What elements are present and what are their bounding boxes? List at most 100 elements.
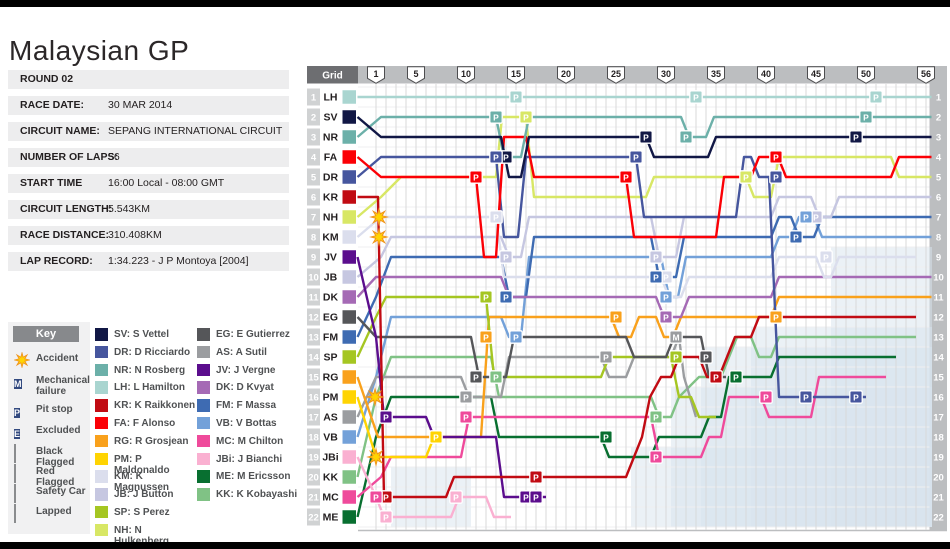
driver-legend-label: AS: A Sutil [216,346,267,358]
svg-text:P: P [733,372,739,382]
drivers-legend-col1: SV: S Vettel DR: D Ricciardo NR: N Rosberg… [95,326,199,547]
driver-legend-label: LH: L Hamilton [114,382,185,394]
svg-text:M: M [672,332,679,342]
key-item-label: Red Flagged [36,466,75,488]
p-marker-FM [789,230,803,244]
svg-text:13: 13 [933,333,944,344]
p-marker-MC [369,490,383,504]
accident-marker-JBi [366,447,386,467]
key-item-label: Accident [36,353,79,364]
svg-text:35: 35 [711,69,721,79]
p-box: P [14,408,21,418]
svg-text:22: 22 [933,513,944,524]
svg-text:P: P [503,292,509,302]
p-marker-VB [659,290,673,304]
p-marker-FM [499,290,513,304]
svg-text:P: P [713,372,719,382]
p-marker-KK [649,410,663,424]
p-marker-SV [639,130,653,144]
driver-legend-label: NH: N Hulkenberg [114,524,169,547]
line-ME [356,355,896,518]
p-marker-SP [479,290,493,304]
p-marker-LH [689,90,703,104]
p-marker-PM [429,430,443,444]
svg-text:JB: JB [324,272,338,284]
line-KM [356,215,916,299]
driver-color-swatch [95,381,108,394]
info-row-3: NUMBER OF LAPS: 56 [8,148,289,167]
svg-text:JV: JV [324,252,337,264]
p-marker-ME [599,430,613,444]
info-label: NUMBER OF LAPS: [20,151,118,163]
p-marker-RG [609,310,623,324]
p-marker-ME [729,370,743,384]
svg-text:5: 5 [936,173,942,184]
svg-text:15: 15 [308,373,319,384]
info-label: RACE DISTANCE: [20,229,110,241]
legend-item-SP: SP: S Perez [95,504,199,522]
svg-text:P: P [803,392,809,402]
svg-text:15: 15 [933,373,944,384]
svg-text:P: P [773,312,779,322]
svg-text:P: P [663,312,669,322]
p-marker-JB [499,250,513,264]
black-square [14,444,27,463]
p-marker-JV [529,490,543,504]
svg-text:21: 21 [933,493,944,504]
p-marker-DR [489,150,503,164]
driver-color-swatch [197,345,210,359]
svg-text:P: P [523,492,529,502]
p-marker-NR [859,110,873,124]
svg-text:ME: ME [323,512,339,524]
svg-text:DR: DR [323,172,339,184]
svg-text:9: 9 [311,253,316,264]
p-marker-DR [629,150,643,164]
e-box: E [14,429,21,439]
legend-item-JB: JB: J Button [95,486,199,504]
svg-text:P: P [703,352,709,362]
p-marker-KM [819,250,833,264]
top-black-bar [0,0,950,7]
legend-item-JV: JV: J Vergne [197,362,301,380]
driver-legend-label: MC: M Chilton [216,435,284,447]
p-marker-MC [759,390,773,404]
driver-color-swatch [197,363,210,377]
p-marker-NH [519,110,533,124]
m-box: M [14,379,22,389]
driver-color-swatch [95,434,108,448]
svg-text:50: 50 [861,69,871,79]
svg-text:AS: AS [323,412,338,424]
legend-item-ME: ME: M Ericsson [197,468,301,486]
svg-text:P: P [663,272,669,282]
svg-text:PM: PM [323,392,339,404]
svg-text:11: 11 [308,293,319,304]
driver-color-swatch [95,523,108,537]
p-marker-FM [649,270,663,284]
svg-text:12: 12 [933,313,944,324]
svg-text:P: P [793,232,799,242]
legend-item-DK: DK: D Kvyat [197,379,301,397]
svg-text:P: P [453,492,459,502]
svg-text:P: P [873,92,879,102]
line-SV [356,116,932,179]
info-value: 5.543KM [108,203,151,215]
line-KR [357,195,916,499]
svg-text:P: P [673,352,679,362]
svg-text:RG: RG [323,372,339,384]
svg-text:19: 19 [308,453,319,464]
info-row-1: RACE DATE: 30 MAR 2014 [8,96,289,115]
svg-text:P: P [773,152,779,162]
info-label: START TIME [20,177,83,189]
line-JB [356,195,932,278]
svg-text:13: 13 [308,333,319,344]
svg-text:P: P [653,412,659,422]
svg-text:P: P [523,112,529,122]
svg-text:8: 8 [311,233,316,244]
svg-text:5: 5 [413,69,418,79]
info-value: 56 [108,151,120,163]
svg-text:KR: KR [323,192,339,204]
legend-item-KR: KR: K Raikkonen [95,397,199,415]
legend-item-MC: MC: M Chilton [197,433,301,451]
driver-color-swatch [95,470,108,483]
